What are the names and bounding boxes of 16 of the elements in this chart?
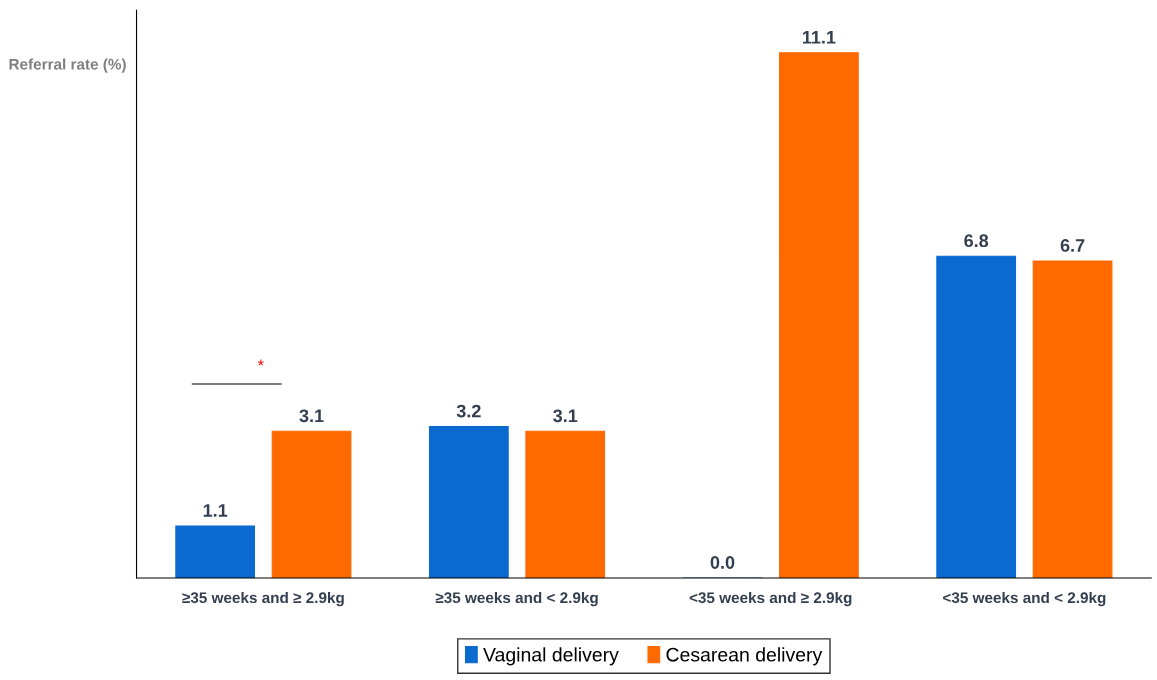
data-label: 1.1 xyxy=(203,504,228,517)
data-label: 3.1 xyxy=(299,409,324,423)
data-label: 3.1 xyxy=(553,409,578,423)
data-label: 11.1 xyxy=(802,31,836,44)
x-tick-label: ≥35 weeks and < 2.9kg xyxy=(435,591,598,607)
x-tick-label: ≥35 weeks and ≥ 2.9kg xyxy=(182,591,344,607)
x-tick-label: <35 weeks and < 2.9kg xyxy=(943,591,1106,607)
data-label: 0.0 xyxy=(710,556,735,569)
legend-label: Cesarean delivery xyxy=(666,647,823,666)
data-label: 6.8 xyxy=(964,234,989,248)
data-label: 6.7 xyxy=(1060,239,1085,252)
annotation: * xyxy=(257,359,264,366)
legend-label: Vaginal delivery xyxy=(483,647,619,666)
data-label: 3.2 xyxy=(456,404,481,418)
y-axis-title: Referral rate (%) xyxy=(9,58,126,73)
x-tick-label: <35 weeks and ≥ 2.9kg xyxy=(689,591,852,607)
